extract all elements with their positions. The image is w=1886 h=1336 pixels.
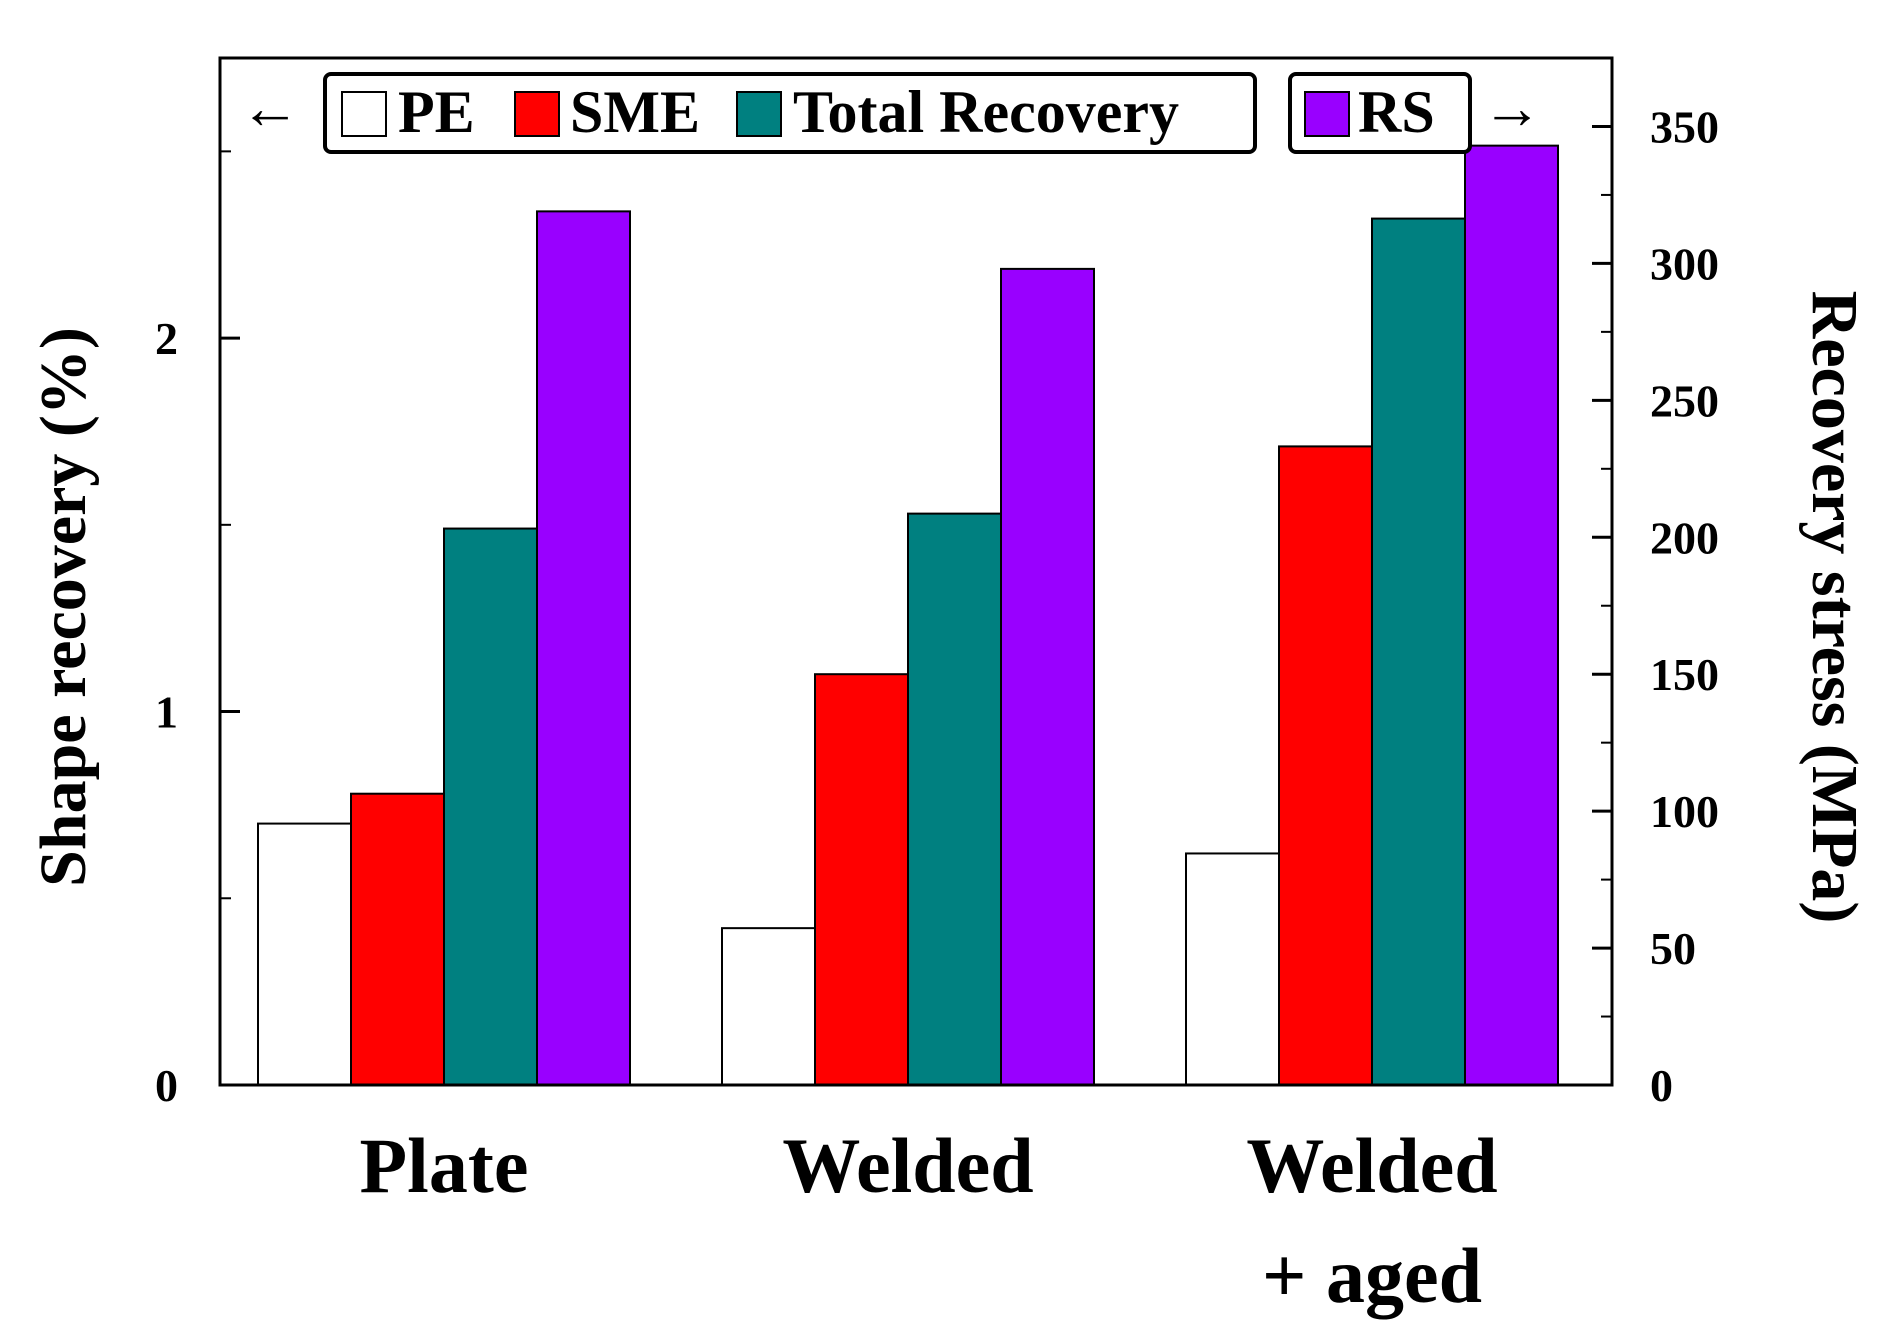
bar-rs-plate bbox=[536, 210, 631, 1086]
y-tick-label-right: 350 bbox=[1650, 101, 1719, 152]
legend-swatch-rs bbox=[1304, 91, 1350, 137]
legend-arrow-left: ← bbox=[240, 75, 300, 141]
y-tick-label-right: 100 bbox=[1650, 786, 1719, 837]
bar-pe-plate bbox=[257, 822, 352, 1087]
legend-arrow-right: → bbox=[1482, 75, 1542, 141]
y-tick-label-right: 0 bbox=[1650, 1060, 1673, 1111]
x-tick-label-welded-plus-aged: Welded + aged bbox=[1246, 1122, 1497, 1319]
bar-pe-welded-plus-aged bbox=[1185, 852, 1280, 1087]
bar-sme-plate bbox=[350, 792, 445, 1086]
y-tick-label-right: 250 bbox=[1650, 375, 1719, 426]
bars bbox=[257, 144, 1559, 1087]
y-tick-label-right: 200 bbox=[1650, 512, 1719, 563]
y-tick-label-right: 150 bbox=[1650, 649, 1719, 700]
legend-swatch-sme bbox=[514, 91, 560, 137]
bar-pe-welded bbox=[721, 927, 816, 1087]
bar-total-recovery-welded-plus-aged bbox=[1371, 217, 1466, 1086]
legend: ← PE SME Total Recovery RS → bbox=[240, 72, 1542, 154]
bar-total-recovery-plate bbox=[443, 527, 538, 1086]
legend-swatch-total-recovery bbox=[736, 91, 782, 137]
y-tick-label-left: 0 bbox=[155, 1060, 178, 1111]
legend-label-pe: PE bbox=[398, 79, 475, 145]
axes bbox=[218, 56, 1614, 1087]
bar-sme-welded bbox=[814, 673, 909, 1086]
legend-label-sme: SME bbox=[570, 79, 700, 145]
y-tick-label-right: 50 bbox=[1650, 923, 1696, 974]
x-tick-label-plate: Plate bbox=[360, 1122, 529, 1209]
y-tick-label-right: 300 bbox=[1650, 238, 1719, 289]
y-axis-title-right: Recovery stress (MPa) bbox=[1798, 291, 1871, 924]
bar-rs-welded-plus-aged bbox=[1464, 144, 1559, 1086]
legend-label-total-recovery: Total Recovery bbox=[793, 79, 1179, 145]
legend-label-rs: RS bbox=[1358, 79, 1435, 145]
bar-rs-welded bbox=[1000, 267, 1095, 1086]
plot-frame bbox=[218, 56, 1614, 1087]
y-tick-label-left: 1 bbox=[155, 687, 178, 738]
y-tick-label-left: 2 bbox=[155, 313, 178, 364]
x-tick-label-welded: Welded bbox=[782, 1122, 1033, 1209]
bar-sme-welded-plus-aged bbox=[1278, 445, 1373, 1087]
y-axis-title-left: Shape recovery (%) bbox=[27, 327, 100, 887]
bar-total-recovery-welded bbox=[907, 512, 1002, 1086]
legend-swatch-pe bbox=[341, 91, 387, 137]
